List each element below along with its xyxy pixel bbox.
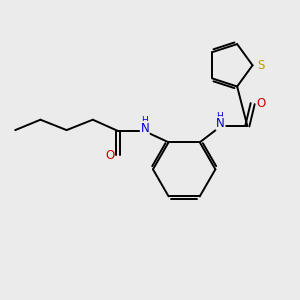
Text: N: N [216,117,225,130]
Text: O: O [256,97,266,110]
Text: O: O [105,149,114,163]
Text: H: H [216,112,223,121]
Text: N: N [140,122,149,134]
Text: S: S [257,59,265,72]
Text: H: H [141,116,148,125]
